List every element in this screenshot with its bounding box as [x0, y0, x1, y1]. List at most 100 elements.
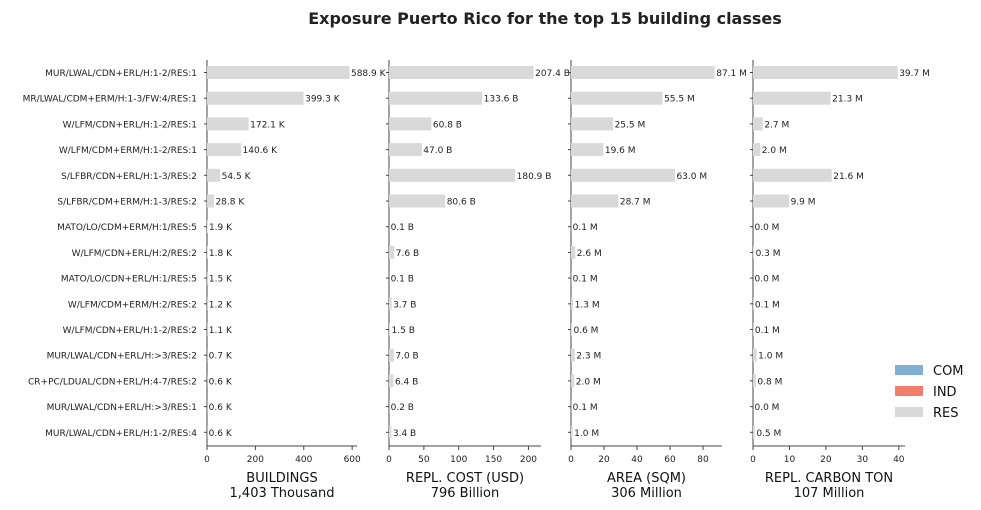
bar-value-label: 39.7 M	[899, 69, 930, 79]
x-tick-label: 0	[386, 455, 392, 465]
bar	[753, 143, 761, 157]
bar	[753, 117, 763, 131]
bar	[571, 323, 572, 336]
bar	[571, 117, 614, 131]
bar-value-label: 1.0 M	[574, 429, 599, 439]
bar-value-label: 0.1 M	[573, 223, 598, 233]
bar-value-label: 55.5 M	[664, 95, 695, 105]
bar-value-label: 0.2 B	[391, 403, 414, 413]
category-label: W/LFM/CDN+ERL/H:1-2/RES:1	[63, 120, 197, 130]
bar-value-label: 54.5 K	[222, 172, 252, 182]
chart-panel: 39.7 M 21.3 M 2.7 M 2.0 M 21.6 M 9.9 M 0.0 M 0.…	[750, 60, 930, 501]
category-label: MUR/LWAL/CDN+ERL/H:>3/RES:2	[47, 352, 197, 362]
bar-value-label: 1.9 K	[209, 223, 233, 233]
category-label: MATO/LO/CDN+ERL/H:1/RES:5	[61, 275, 197, 285]
bar	[571, 425, 573, 439]
bar-value-label: 0.1 M	[755, 326, 780, 336]
bar-value-label: 3.7 B	[393, 300, 416, 310]
bar-value-label: 2.7 M	[764, 120, 789, 130]
panel-total-label: 306 Million	[611, 486, 682, 501]
x-tick-label: 0	[204, 455, 210, 465]
x-tick-label: 10	[784, 455, 796, 465]
category-label: CR+PC/LDUAL/CDN+ERL/H:4-7/RES:2	[28, 377, 197, 387]
bar-value-label: 80.6 B	[447, 198, 476, 208]
chart-panels: 588.9 K 399.3 K 172.1 K 140.6 K 54.5 K 28.8 K…	[204, 60, 930, 501]
bar-value-label: 0.1 B	[391, 275, 414, 285]
chart-title: Exposure Puerto Rico for the top 15 buil…	[308, 9, 782, 28]
legend-label: RES	[933, 406, 959, 421]
chart-panel: 87.1 M 55.5 M 25.5 M 19.6 M 63.0 M 28.7 M 0.1 …	[568, 60, 747, 501]
bar-value-label: 9.9 M	[791, 198, 816, 208]
x-tick-label: 60	[664, 455, 676, 465]
bar-value-label: 133.6 B	[484, 95, 519, 105]
category-label: S/LFBR/CDN+ERL/H:1-3/RES:2	[61, 172, 197, 182]
bar	[207, 91, 304, 105]
bar-value-label: 207.4 B	[535, 69, 570, 79]
bar-value-label: 2.3 M	[576, 352, 601, 362]
bar-value-label: 1.1 K	[209, 326, 233, 336]
bar	[207, 168, 221, 182]
category-label: MR/LWAL/CDM+ERM/H:1-3/FW:4/RES:1	[23, 95, 197, 105]
bar-value-label: 47.0 B	[423, 146, 452, 156]
bar-value-label: 87.1 M	[716, 69, 747, 79]
bar	[571, 374, 575, 388]
bar	[389, 297, 392, 311]
bar-value-label: 0.1 M	[573, 403, 598, 413]
bar	[389, 348, 394, 362]
x-tick-label: 80	[697, 455, 709, 465]
bar-value-label: 0.1 B	[391, 223, 414, 233]
bar-value-label: 0.6 K	[209, 429, 233, 439]
bar	[571, 245, 576, 259]
legend-swatch	[895, 365, 923, 375]
bar	[571, 66, 715, 79]
panel-total-label: 796 Billion	[431, 486, 500, 501]
x-tick-label: 150	[485, 455, 502, 465]
panel-total-label: 1,403 Thousand	[230, 486, 335, 501]
bar-value-label: 1.0 M	[758, 352, 783, 362]
bar-value-label: 0.0 M	[755, 275, 780, 285]
legend-swatch	[895, 407, 923, 417]
bar-value-label: 0.8 M	[757, 377, 782, 387]
bar-value-label: 0.0 M	[755, 403, 780, 413]
bar-value-label: 7.6 B	[396, 249, 419, 259]
bar	[571, 168, 675, 182]
bar	[389, 117, 432, 131]
bar	[389, 374, 394, 388]
bar	[753, 168, 832, 182]
x-tick-label: 50	[418, 455, 430, 465]
bar-value-label: 2.6 M	[577, 249, 602, 259]
bar-value-label: 1.8 K	[209, 249, 233, 259]
bar	[389, 323, 391, 336]
bar-value-label: 1.3 M	[575, 300, 600, 310]
bar-value-label: 28.8 K	[215, 198, 245, 208]
category-label: MUR/LWAL/CDN+ERL/H:>3/RES:1	[47, 403, 197, 413]
bar-value-label: 19.6 M	[605, 146, 636, 156]
bar	[389, 66, 534, 79]
bar-value-label: 0.6 M	[573, 326, 598, 336]
bar-value-label: 25.5 M	[615, 120, 646, 130]
bar-value-label: 21.3 M	[832, 95, 863, 105]
bar	[389, 194, 446, 208]
category-labels: MUR/LWAL/CDN+ERL/H:1-2/RES:1 MR/LWAL/CDM+…	[23, 69, 198, 439]
bar-value-label: 0.6 K	[209, 403, 233, 413]
category-label: S/LFBR/CDM+ERM/H:1-3/RES:2	[57, 198, 197, 208]
bar-value-label: 0.3 M	[756, 249, 781, 259]
category-label: W/LFM/CDN+ERL/H:1-2/RES:2	[63, 326, 197, 336]
bar	[207, 194, 214, 208]
bar-value-label: 399.3 K	[305, 95, 341, 105]
x-axis-label: REPL. COST (USD)	[406, 471, 524, 486]
x-axis-label: AREA (SQM)	[607, 471, 686, 486]
x-axis-label: BUILDINGS	[246, 471, 317, 486]
x-tick-label: 20	[598, 455, 610, 465]
panel-total-label: 107 Million	[794, 486, 865, 501]
category-label: W/LFM/CDN+ERL/H:2/RES:2	[72, 249, 197, 259]
bar	[571, 194, 619, 208]
bar-value-label: 588.9 K	[351, 69, 387, 79]
bar-value-label: 1.5 K	[209, 275, 233, 285]
bar-value-label: 7.0 B	[395, 352, 418, 362]
bar-value-label: 0.5 M	[756, 429, 781, 439]
bar	[207, 66, 350, 79]
bar-value-label: 60.8 B	[433, 120, 462, 130]
bar	[389, 245, 395, 259]
